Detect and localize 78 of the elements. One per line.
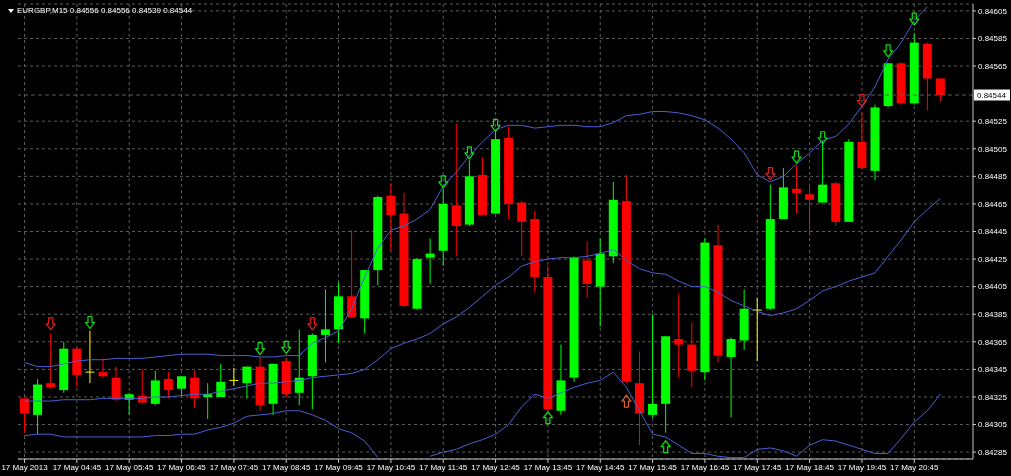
x-tick-label: 17 May 06:45: [157, 462, 207, 472]
candlestick: [294, 328, 304, 406]
point: [621, 394, 632, 408]
candlestick: [517, 200, 527, 257]
x-tick-label: 17 May 10:45: [366, 462, 416, 472]
y-tick-label: 0.84505: [978, 144, 1008, 154]
point: [45, 317, 56, 331]
y-tick-label: 0.84605: [978, 6, 1008, 16]
candlestick: [111, 366, 121, 402]
point: [883, 44, 894, 58]
candlestick: [20, 397, 29, 434]
candlestick: [726, 337, 736, 419]
point: [856, 93, 868, 108]
y-tick-label: 0.84345: [978, 365, 1008, 375]
candlestick: [451, 123, 461, 257]
x-tick-label: 17 May 16:45: [680, 462, 730, 472]
candlestick: [84, 330, 95, 384]
y-tick-label: 0.84325: [978, 392, 1008, 402]
x-tick-label: 17 May 12:45: [471, 462, 521, 472]
candlestick: [163, 371, 173, 399]
x-tick-label: 17 May 05:45: [104, 462, 154, 472]
candlestick: [320, 288, 330, 363]
candlestick: [46, 333, 56, 390]
x-tick-label: 17 May 13:45: [523, 462, 573, 472]
y-tick-label: 0.84425: [978, 254, 1008, 264]
y-tick-label: 0.84485: [978, 172, 1008, 182]
y-tick-label: 0.84365: [978, 337, 1008, 347]
point: [490, 118, 501, 132]
point: [84, 315, 96, 330]
candlestick: [150, 370, 160, 406]
candlestick: [386, 182, 396, 252]
x-tick-label: 17 May 20:45: [890, 462, 940, 472]
candlestick: [190, 370, 200, 409]
x-tick-label: 17 May 09:45: [314, 462, 364, 472]
point: [542, 411, 554, 425]
y-tick-label: 0.84445: [978, 227, 1008, 237]
y-tick-label: 0.84405: [978, 282, 1008, 292]
candlestick: [791, 164, 801, 215]
point: [438, 175, 449, 189]
candlestick: [425, 237, 435, 285]
candlestick: [752, 297, 763, 362]
y-tick-label: 0.84285: [978, 447, 1008, 457]
candlestick: [805, 182, 815, 237]
x-tick-label: 17 May 2013: [1, 462, 49, 472]
ref-line-label: 0.84544: [977, 90, 1007, 100]
y-tick-label: 0.84385: [978, 310, 1008, 320]
x-tick-label: 17 May 07:45: [209, 462, 259, 472]
point: [791, 150, 802, 164]
candlestick: [228, 367, 239, 387]
point: [660, 439, 671, 454]
point: [909, 12, 920, 26]
point: [464, 146, 475, 160]
point: [817, 131, 828, 145]
x-tick-label: 17 May 17:45: [733, 462, 783, 472]
candlestick: [177, 375, 187, 397]
candlestick: [935, 77, 945, 103]
y-tick-label: 0.84565: [978, 61, 1008, 71]
chart-title: EURGBP,M15 0.84556 0.84556 0.84539 0.84544: [17, 6, 193, 16]
x-tick-label: 17 May 04:45: [52, 462, 102, 472]
x-tick-label: 17 May 15:45: [628, 462, 678, 472]
point: [765, 166, 776, 181]
candlestick: [674, 293, 684, 379]
candlestick: [582, 240, 592, 299]
y-tick-label: 0.84465: [978, 199, 1008, 209]
x-tick-label: 17 May 18:45: [785, 462, 835, 472]
y-tick-label: 0.84305: [978, 420, 1008, 430]
candlestick: [648, 313, 658, 419]
x-tick-label: 17 May 19:45: [837, 462, 887, 472]
x-tick-label: 17 May 14:45: [576, 462, 626, 472]
x-tick-label: 17 May 08:45: [261, 462, 312, 472]
candlestick: [242, 366, 252, 399]
point: [254, 342, 266, 356]
x-tick-label: 17 May 11:45: [419, 462, 468, 472]
y-tick-label: 0.84525: [978, 117, 1008, 127]
point: [307, 317, 318, 331]
candlestick: [98, 357, 108, 379]
point: [281, 340, 292, 354]
y-tick-label: 0.84585: [978, 34, 1008, 44]
